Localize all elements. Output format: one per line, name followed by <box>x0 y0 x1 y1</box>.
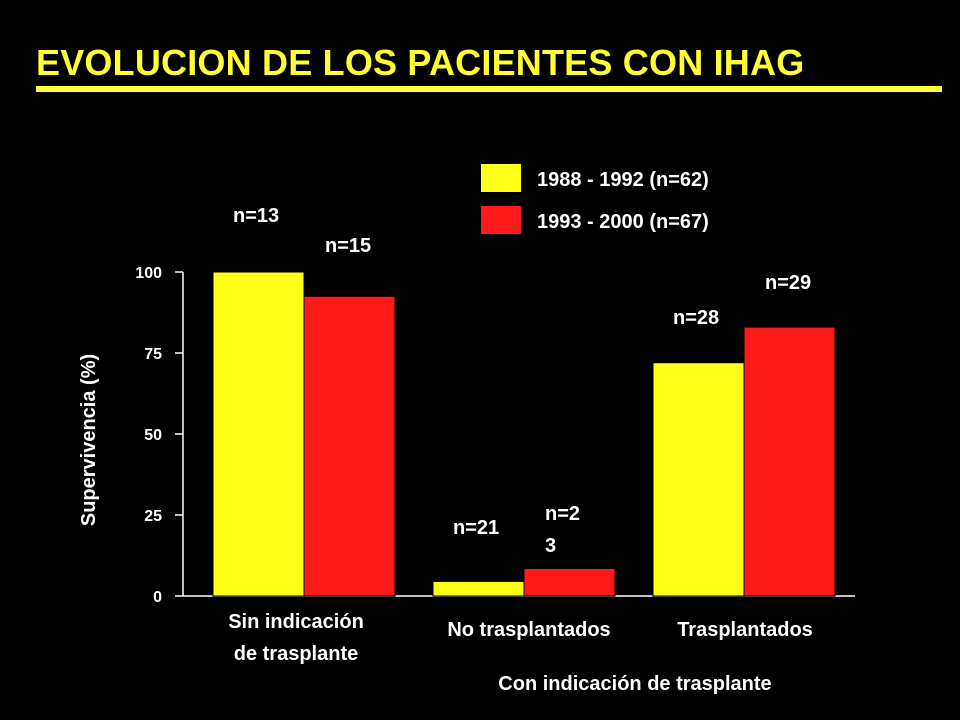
bar <box>523 567 616 597</box>
category-labels: Sin indicación de trasplante No trasplanta… <box>228 611 813 665</box>
bar <box>652 362 745 597</box>
bar-label: n=29 <box>765 272 811 294</box>
category-label: Trasplantados <box>677 619 813 641</box>
bar <box>432 580 525 597</box>
bar-label: n=21 <box>453 517 499 539</box>
bar <box>743 326 836 597</box>
bar <box>212 271 305 597</box>
bars <box>212 271 836 597</box>
bar-label: n=2 <box>545 503 580 525</box>
y-axis-ticks: 0 25 50 75 100 <box>135 265 183 606</box>
group-label: Con indicación de trasplante <box>498 673 771 695</box>
bar-label: n=28 <box>673 307 719 329</box>
y-tick-label: 75 <box>144 346 162 363</box>
bar-labels: n=13 n=21 n=28 n=15 n=2 3 n=29 <box>233 205 811 557</box>
bar-label: n=13 <box>233 205 279 227</box>
category-label: No trasplantados <box>447 619 610 641</box>
legend-label: 1988 - 1992 (n=62) <box>537 169 709 191</box>
page-title: EVOLUCION DE LOS PACIENTES CON IHAG <box>36 42 805 83</box>
y-tick-label: 25 <box>144 508 162 525</box>
y-tick-label: 100 <box>135 265 162 282</box>
title-underline <box>36 86 942 92</box>
category-label: de trasplante <box>234 643 358 665</box>
y-axis-title: Supervivencia (%) <box>78 354 100 526</box>
legend-swatch <box>481 164 521 192</box>
legend: 1988 - 1992 (n=62) 1993 - 2000 (n=67) <box>481 164 709 234</box>
bar <box>303 295 396 597</box>
category-label: Sin indicación <box>228 611 364 633</box>
legend-label: 1993 - 2000 (n=67) <box>537 211 709 233</box>
bar-label: n=15 <box>325 235 371 257</box>
legend-swatch <box>481 206 521 234</box>
y-tick-label: 0 <box>153 589 162 606</box>
y-tick-label: 50 <box>144 427 162 444</box>
bar-label: 3 <box>545 535 556 557</box>
